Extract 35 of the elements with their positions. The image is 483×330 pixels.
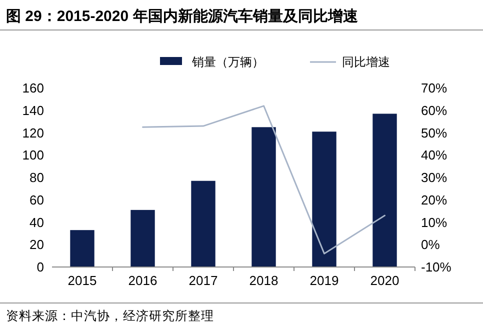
bar [70,230,94,267]
y2-tick-label: 0% [421,237,440,252]
y-tick-label: 120 [22,125,44,140]
bar [130,210,155,267]
y2-tick-label: -10% [421,260,452,274]
text: 资料来源：中汽协，经济研究所整理 [6,309,214,323]
y2-tick-label: 70% [421,80,448,96]
x-tick-label: 2019 [310,273,339,288]
y-tick-label: 0 [36,260,44,274]
y2-tick-label: 50% [421,125,448,140]
y-tick-label: 100 [22,148,44,163]
bar [252,127,276,267]
legend-label: 同比增速 [342,55,390,69]
x-tick-label: 2016 [128,273,158,288]
chart-title: 图 29：2015-2020 年国内新能源汽车销量及同比增速 [6,7,359,25]
line-series [142,105,386,254]
y-tick-label: 80 [30,170,44,185]
y2-tick-label: 40% [421,148,448,163]
y2-tick-label: 30% [421,170,448,185]
y-tick-label: 40 [30,214,44,230]
bar [372,114,397,267]
y2-tick-label: 10% [421,214,448,230]
x-tick-label: 2018 [249,273,278,288]
y-tick-label: 20 [30,237,44,252]
y-tick-label: 140 [22,102,44,118]
bar [312,132,336,267]
x-tick-label: 2020 [370,273,400,288]
bar [191,180,216,267]
y2-tick-label: 20% [421,192,448,208]
y2-tick-label: 60% [421,102,448,118]
y-tick-label: 60 [30,192,44,208]
y-tick-label: 160 [22,80,44,96]
x-tick-label: 2015 [68,273,97,288]
legend-label: 销量（万辆） [191,55,264,69]
x-tick-label: 2017 [188,273,218,288]
